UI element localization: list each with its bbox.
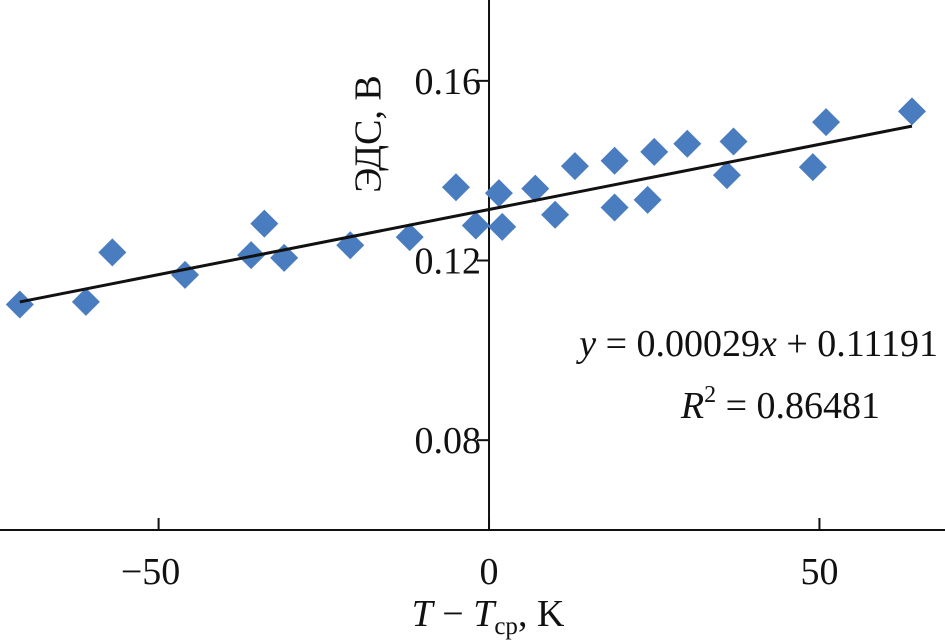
data-point bbox=[441, 173, 470, 202]
data-point bbox=[812, 108, 841, 137]
data-point bbox=[395, 223, 424, 252]
x-tick-label: −50 bbox=[121, 551, 180, 593]
y-tick-label: 0.12 bbox=[415, 241, 482, 283]
x-axis-title-unit: , K bbox=[518, 593, 565, 635]
data-point bbox=[719, 127, 748, 156]
data-point bbox=[897, 97, 926, 126]
regression-equation: y = 0.00029x + 0.11191 bbox=[575, 323, 938, 365]
x-axis-title-var: T bbox=[412, 593, 436, 635]
data-point bbox=[798, 153, 827, 182]
y-tick-label: 0.16 bbox=[415, 61, 482, 103]
r-value: = 0.86481 bbox=[716, 385, 880, 427]
data-point bbox=[633, 185, 662, 214]
data-point bbox=[461, 211, 490, 240]
trend-line bbox=[19, 124, 913, 304]
data-point bbox=[5, 290, 34, 319]
data-point bbox=[712, 161, 741, 190]
data-point bbox=[484, 179, 513, 208]
eq-coef: = 0.00029 bbox=[596, 323, 760, 365]
x-axis-title: T − Tср, K bbox=[412, 593, 565, 640]
eq-y-var: y bbox=[575, 323, 596, 365]
data-point bbox=[270, 243, 299, 272]
ticks bbox=[157, 79, 821, 530]
data-point bbox=[560, 152, 589, 181]
r-var: R bbox=[680, 385, 704, 427]
y-axis-title: ЭДС, В bbox=[348, 75, 390, 193]
data-point bbox=[521, 174, 550, 203]
data-point bbox=[640, 137, 669, 166]
x-axis-title-sub: ср bbox=[494, 613, 518, 640]
axes bbox=[0, 0, 945, 531]
data-point bbox=[171, 260, 200, 289]
x-tick-label: 0 bbox=[480, 551, 499, 593]
data-point bbox=[488, 212, 517, 241]
x-tick-label: 50 bbox=[800, 551, 838, 593]
x-axis-title-op: − bbox=[433, 593, 473, 635]
r-squared: R2 = 0.86481 bbox=[680, 382, 880, 427]
r-sup: 2 bbox=[704, 382, 716, 408]
data-point bbox=[600, 193, 629, 222]
data-point bbox=[250, 209, 279, 238]
data-point bbox=[98, 238, 127, 267]
tick-labels: −50 0 50 0.08 0.12 0.16 bbox=[121, 61, 839, 593]
data-point bbox=[71, 287, 100, 316]
y-tick-label: 0.08 bbox=[415, 420, 482, 462]
eq-intercept: + 0.11191 bbox=[777, 323, 938, 365]
x-axis-title-var2: T bbox=[473, 593, 497, 635]
data-point bbox=[600, 146, 629, 175]
data-point bbox=[541, 200, 570, 229]
eq-x-var: x bbox=[759, 323, 777, 365]
data-point bbox=[673, 129, 702, 158]
data-points bbox=[5, 97, 926, 319]
